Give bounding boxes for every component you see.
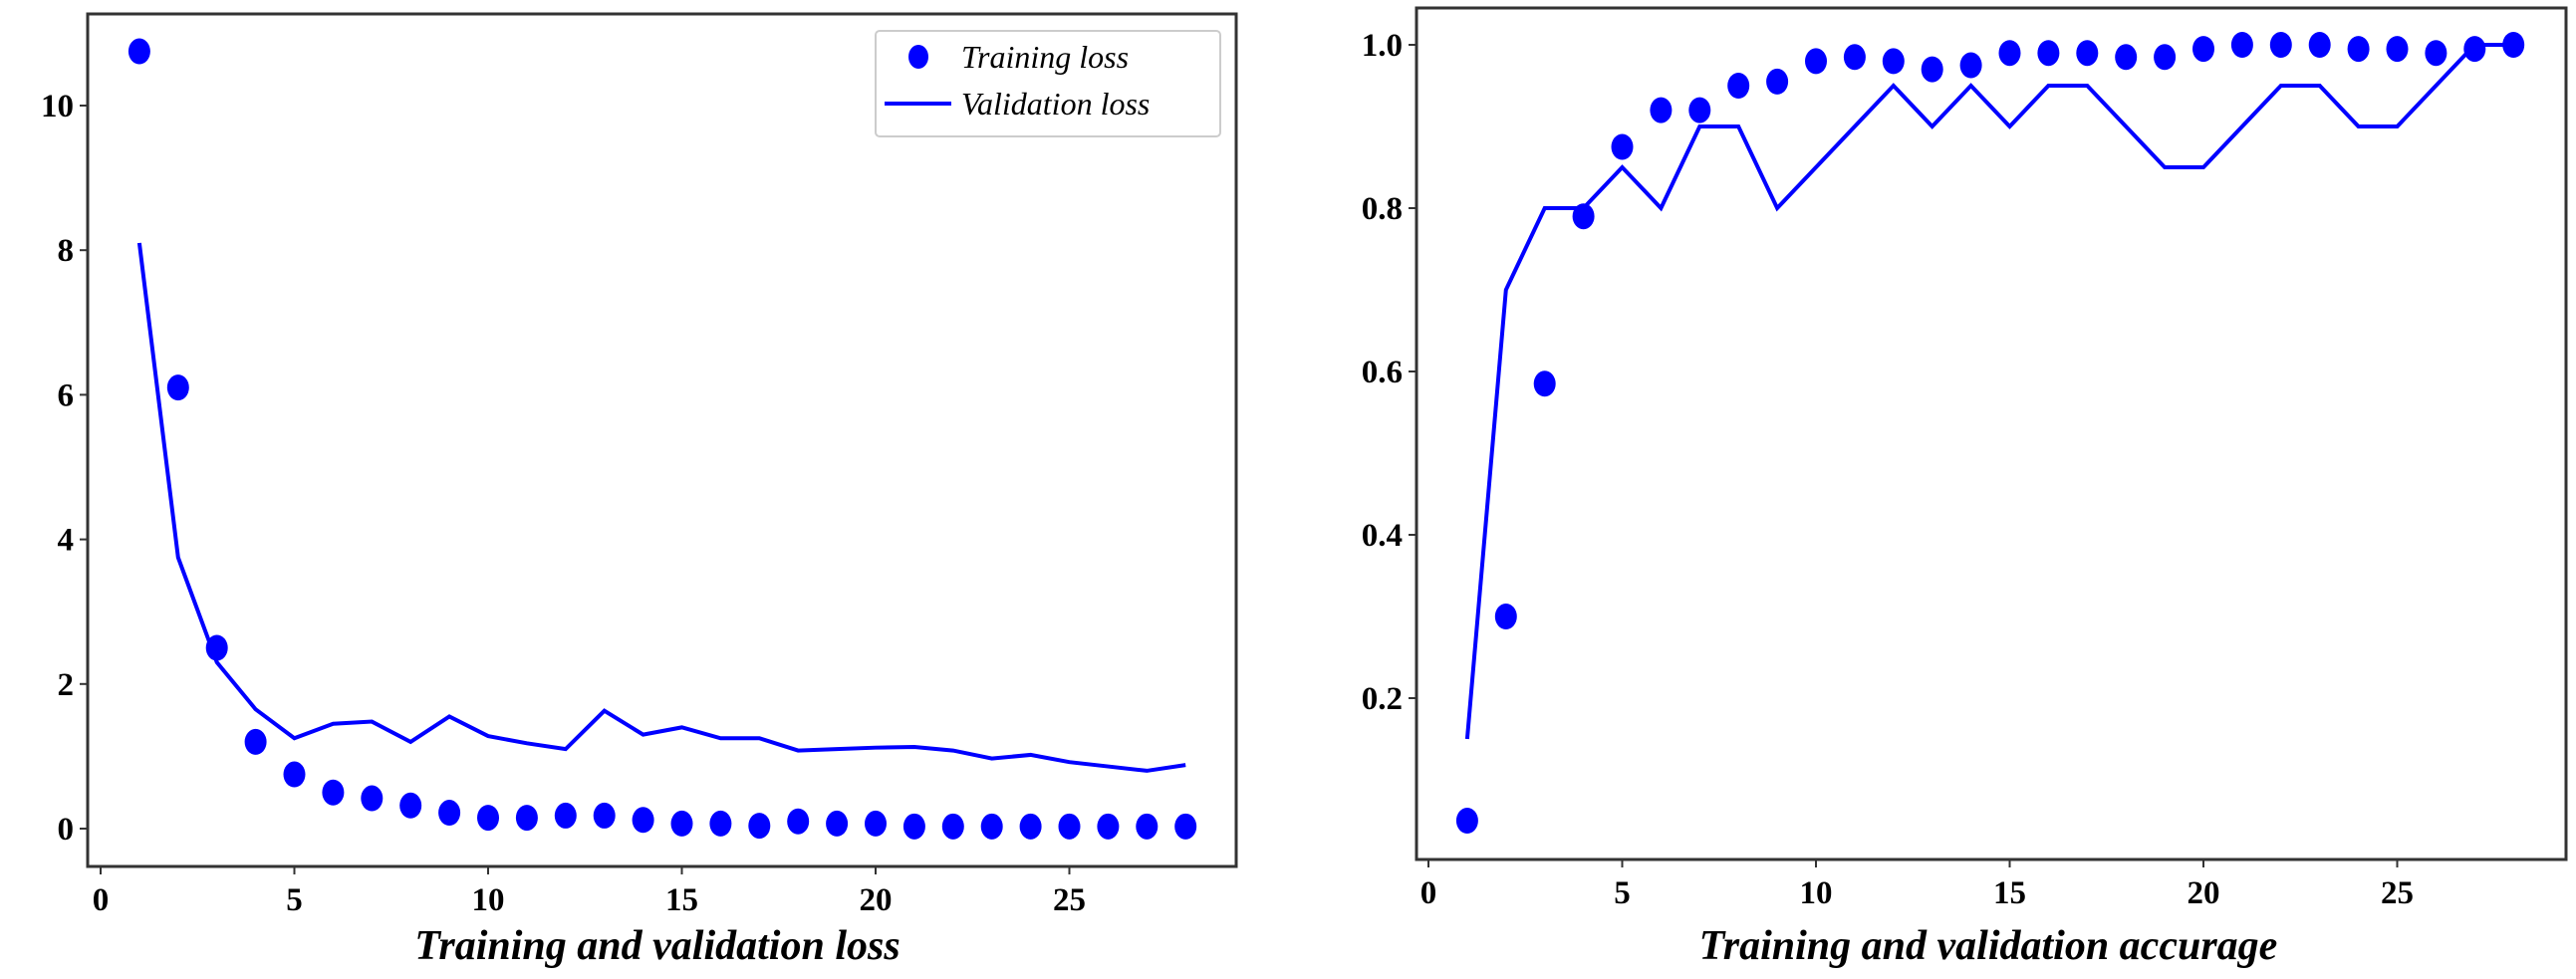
accuracy-xtick-label: 15 xyxy=(1993,875,2026,911)
loss-chart: 0 5 10 15 20 25 0 2 4 6 8 10 xyxy=(41,12,1238,918)
loss-xtick-label: 25 xyxy=(1053,882,1086,918)
loss-xtick-label: 10 xyxy=(472,882,505,918)
training-loss-point xyxy=(826,810,849,837)
accuracy-ytick-label: 0.4 xyxy=(1362,518,1403,554)
training-accuracy-point xyxy=(1843,44,1866,71)
training-loss-point xyxy=(166,374,189,401)
legend-label-validation-loss: Validation loss xyxy=(961,86,1150,122)
training-loss-point xyxy=(632,807,654,834)
accuracy-xtick-label: 5 xyxy=(1614,875,1631,911)
training-loss-point xyxy=(1019,813,1042,840)
training-accuracy-point xyxy=(1882,48,1905,75)
validation-loss-line xyxy=(136,242,1186,773)
training-loss-point xyxy=(438,800,461,827)
training-accuracy-point xyxy=(1921,56,1943,83)
training-loss-point xyxy=(554,802,577,829)
training-accuracy-point xyxy=(2308,32,2331,58)
accuracy-xtick-label: 20 xyxy=(2188,875,2220,911)
loss-ytick-label: 10 xyxy=(41,89,74,124)
training-loss-point xyxy=(670,810,693,837)
loss-ytick-label: 8 xyxy=(58,233,75,269)
training-accuracy-point xyxy=(2192,36,2214,63)
accuracy-axes-frame xyxy=(1415,6,2568,861)
training-loss-point xyxy=(787,808,810,835)
training-accuracy-point xyxy=(1959,52,1982,79)
training-accuracy-point xyxy=(1766,68,1789,95)
training-accuracy-point xyxy=(2115,44,2138,71)
training-loss-point xyxy=(244,728,267,755)
legend-label-training-loss: Training loss xyxy=(961,39,1129,75)
training-loss-point xyxy=(709,810,732,837)
loss-ytick-label: 6 xyxy=(58,377,75,413)
accuracy-xtick-label: 0 xyxy=(1420,875,1437,911)
validation-accuracy-line xyxy=(1464,43,2514,740)
legend-box xyxy=(875,30,1221,137)
training-accuracy-point xyxy=(1533,370,1556,397)
training-accuracy-point xyxy=(1494,604,1517,629)
training-accuracy-point xyxy=(2076,40,2099,67)
training-loss-point xyxy=(361,785,384,812)
training-accuracy-point xyxy=(2463,36,2486,63)
training-accuracy-point xyxy=(1455,808,1478,834)
training-accuracy-point xyxy=(1688,97,1711,123)
training-loss-point xyxy=(128,38,150,65)
training-loss-point xyxy=(322,779,345,806)
accuracy-ytick-label: 0.8 xyxy=(1362,191,1403,227)
training-loss-point xyxy=(515,805,538,832)
training-loss-point xyxy=(1097,813,1120,840)
training-loss-point xyxy=(865,810,887,837)
training-loss-point xyxy=(902,813,925,840)
loss-xtick-label: 5 xyxy=(286,882,303,918)
legend-marker-training-loss xyxy=(908,45,928,69)
loss-xtick-label: 0 xyxy=(93,882,110,918)
loss-ytick-label: 4 xyxy=(58,523,75,559)
loss-chart-xlabel: Training and validation loss xyxy=(414,923,900,969)
accuracy-xtick-label: 10 xyxy=(1800,875,1833,911)
accuracy-ytick-label: 0.2 xyxy=(1362,681,1403,717)
training-loss-point xyxy=(980,813,1003,840)
training-loss-point xyxy=(1058,813,1081,840)
training-loss-point xyxy=(283,761,306,788)
training-loss-point xyxy=(593,802,616,829)
training-accuracy-point xyxy=(1727,73,1750,99)
training-accuracy-point xyxy=(2386,36,2409,63)
accuracy-chart: 0 5 10 15 20 25 0.2 0.4 0.6 0.8 1.0 xyxy=(1362,6,2568,911)
accuracy-ytick-label: 0.6 xyxy=(1362,355,1403,390)
training-loss-point xyxy=(477,805,499,832)
loss-ytick-label: 0 xyxy=(58,812,75,848)
legend: Training loss Validation loss xyxy=(875,30,1221,137)
loss-ytick-label: 2 xyxy=(58,667,75,703)
training-loss-point xyxy=(941,813,964,840)
accuracy-xtick-label: 25 xyxy=(2381,875,2414,911)
loss-xtick-label: 20 xyxy=(860,882,893,918)
training-accuracy-point xyxy=(2230,32,2253,58)
accuracy-chart-xlabel: Training and validation accurage xyxy=(1699,923,2278,969)
training-accuracy-point xyxy=(2425,40,2447,67)
accuracy-ytick-label: 1.0 xyxy=(1362,28,1403,64)
loss-xtick-label: 15 xyxy=(665,882,698,918)
training-accuracy-point xyxy=(2037,40,2060,67)
training-loss-point xyxy=(748,813,771,840)
training-accuracy-point xyxy=(1611,133,1634,160)
training-accuracy-point xyxy=(2269,32,2292,58)
training-accuracy-point xyxy=(1805,48,1827,75)
training-accuracy-point xyxy=(2347,36,2370,63)
training-loss-point xyxy=(1136,813,1159,840)
training-loss-point xyxy=(205,634,228,661)
training-accuracy-point xyxy=(1650,97,1673,123)
training-accuracy-point xyxy=(1998,40,2021,67)
training-loss-point xyxy=(1174,813,1197,840)
training-loss-point xyxy=(399,792,422,819)
training-accuracy-point xyxy=(2154,44,2177,71)
